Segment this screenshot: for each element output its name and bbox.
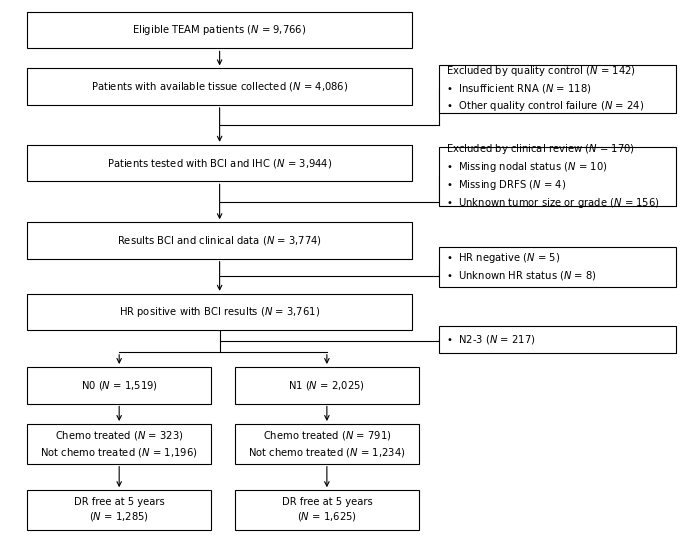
FancyBboxPatch shape [439, 326, 676, 353]
Text: Patients tested with BCI and IHC ($N$ = 3,944): Patients tested with BCI and IHC ($N$ = … [107, 157, 332, 169]
FancyBboxPatch shape [235, 490, 419, 530]
Text: Chemo treated ($N$ = 791)
Not chemo treated ($N$ = 1,234): Chemo treated ($N$ = 791) Not chemo trea… [248, 429, 406, 459]
FancyBboxPatch shape [235, 424, 419, 464]
FancyBboxPatch shape [27, 12, 412, 48]
Text: Chemo treated ($N$ = 323)
Not chemo treated ($N$ = 1,196): Chemo treated ($N$ = 323) Not chemo trea… [40, 429, 198, 459]
Text: Eligible TEAM patients ($N$ = 9,766): Eligible TEAM patients ($N$ = 9,766) [133, 23, 306, 37]
FancyBboxPatch shape [439, 147, 676, 206]
FancyBboxPatch shape [27, 145, 412, 181]
FancyBboxPatch shape [27, 68, 412, 105]
FancyBboxPatch shape [27, 294, 412, 330]
Text: N0 ($N$ = 1,519): N0 ($N$ = 1,519) [81, 379, 157, 392]
FancyBboxPatch shape [27, 424, 211, 464]
Text: N1 ($N$ = 2,025): N1 ($N$ = 2,025) [289, 379, 365, 392]
Text: Results BCI and clinical data ($N$ = 3,774): Results BCI and clinical data ($N$ = 3,7… [117, 234, 322, 247]
FancyBboxPatch shape [27, 490, 211, 530]
FancyBboxPatch shape [235, 367, 419, 404]
FancyBboxPatch shape [27, 222, 412, 259]
Text: •  HR negative ($N$ = 5)
•  Unknown HR status ($N$ = 8): • HR negative ($N$ = 5) • Unknown HR sta… [446, 251, 597, 282]
Text: Excluded by clinical review ($N$ = 170)
•  Missing nodal status ($N$ = 10)
•  Mi: Excluded by clinical review ($N$ = 170) … [446, 143, 660, 210]
Text: HR positive with BCI results ($N$ = 3,761): HR positive with BCI results ($N$ = 3,76… [119, 305, 320, 319]
FancyBboxPatch shape [439, 247, 676, 287]
FancyBboxPatch shape [439, 65, 676, 113]
Text: DR free at 5 years
($N$ = 1,625): DR free at 5 years ($N$ = 1,625) [281, 497, 373, 523]
Text: Excluded by quality control ($N$ = 142)
•  Insufficient RNA ($N$ = 118)
•  Other: Excluded by quality control ($N$ = 142) … [446, 65, 644, 113]
Text: DR free at 5 years
($N$ = 1,285): DR free at 5 years ($N$ = 1,285) [74, 497, 165, 523]
Text: •  N2-3 ($N$ = 217): • N2-3 ($N$ = 217) [446, 333, 535, 346]
FancyBboxPatch shape [27, 367, 211, 404]
Text: Patients with available tissue collected ($N$ = 4,086): Patients with available tissue collected… [91, 80, 348, 93]
